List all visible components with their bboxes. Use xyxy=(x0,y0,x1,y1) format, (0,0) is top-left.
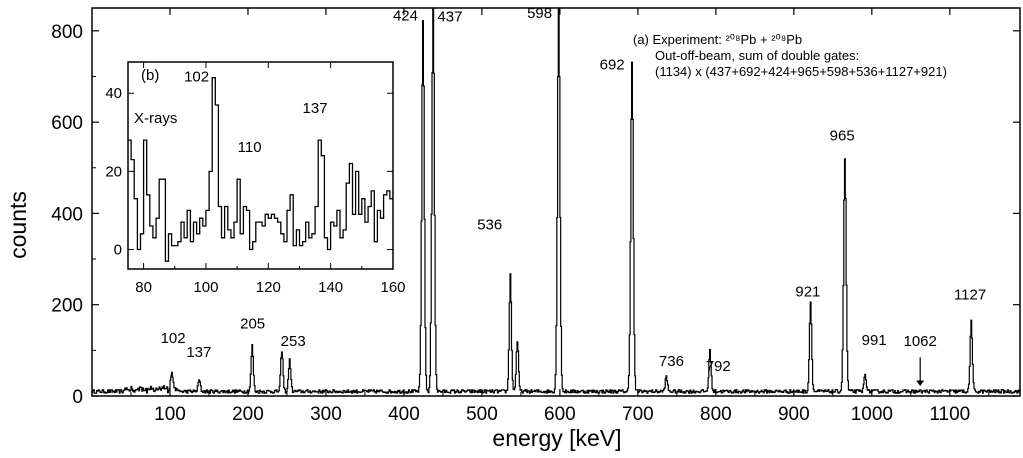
x-tick-label: 400 xyxy=(388,404,420,425)
inset-xrays-label: X-rays xyxy=(134,110,177,127)
y-axis-title: counts xyxy=(5,191,31,259)
peak-label: 692 xyxy=(600,57,625,74)
x-tick-label: 500 xyxy=(466,404,498,425)
inset-title: (b) xyxy=(141,67,159,84)
peak-label: 205 xyxy=(240,315,265,332)
peak-label: 253 xyxy=(281,333,306,350)
peak-label: 424 xyxy=(393,7,418,24)
inset-x-tick-label: 100 xyxy=(193,279,218,296)
y-tick-label: 200 xyxy=(51,296,83,317)
peak-label: 536 xyxy=(477,216,502,233)
inset-x-tick-label: 140 xyxy=(318,279,343,296)
inset-peak-label: 110 xyxy=(238,139,262,156)
x-tick-label: 200 xyxy=(232,404,264,425)
main-plot: 100 200 300 400 500 600 700 800 900 1000 110002004… xyxy=(51,5,1021,425)
inset-x-tick-label: 160 xyxy=(380,279,405,296)
annotation-line-2: Out-off-beam, sum of double gates: xyxy=(655,48,859,63)
y-tick-label: 600 xyxy=(51,113,83,134)
inset-histogram xyxy=(128,76,393,262)
inset-peak-label: 137 xyxy=(303,100,328,117)
peak-label: 137 xyxy=(186,344,211,361)
annotation-line-3: (1134) x (437+692+424+965+598+536+1127+9… xyxy=(655,64,947,79)
peak-label: 1062 xyxy=(903,333,936,350)
annotation-line-1: (a) Experiment: ²⁰⁸Pb + ²⁰⁸Pb xyxy=(633,32,802,47)
spectrum-line xyxy=(92,7,1021,394)
inset-y-tick-label: 20 xyxy=(105,163,122,180)
inset-plot: 80 100 120 140 160 0 20 40 102 110 137 xyxy=(105,61,406,296)
peak-label: 921 xyxy=(795,283,820,300)
peak-label: 1127 xyxy=(954,287,986,304)
inset-x-tick-label: 80 xyxy=(135,279,152,296)
inset-y-tick-label: 40 xyxy=(105,85,122,102)
x-tick-label: 1100 xyxy=(929,404,970,425)
inset-y-tick-label: 0 xyxy=(114,241,122,258)
inset-peak-label: 102 xyxy=(184,69,209,86)
x-tick-label: 600 xyxy=(544,404,576,425)
peak-label: 437 xyxy=(437,9,462,26)
main-annotation: (a) Experiment: ²⁰⁸Pb + ²⁰⁸Pb Out-off-be… xyxy=(633,32,947,79)
y-tick-label: 0 xyxy=(72,387,83,408)
x-tick-label: 900 xyxy=(778,404,810,425)
peak-label: 991 xyxy=(862,332,887,349)
x-axis-title: energy [keV] xyxy=(492,425,621,451)
y-tick-label: 800 xyxy=(51,22,83,43)
x-tick-label: 700 xyxy=(622,404,654,425)
x-tick-label: 300 xyxy=(310,404,342,425)
inset-x-tick-label: 120 xyxy=(256,279,281,296)
peak-label: 598 xyxy=(527,5,552,22)
peak-label: 965 xyxy=(830,127,855,144)
y-tick-label: 400 xyxy=(51,204,83,225)
x-tick-label: 100 xyxy=(154,404,186,425)
arrow-head xyxy=(916,380,925,386)
peak-label: 102 xyxy=(161,330,186,347)
x-tick-label: 800 xyxy=(700,404,732,425)
peak-label: 792 xyxy=(706,358,731,375)
x-tick-label: 1000 xyxy=(851,404,893,425)
inset-frame xyxy=(127,61,394,270)
main-plot-frame xyxy=(91,7,1021,397)
peak-label: 736 xyxy=(659,353,684,370)
